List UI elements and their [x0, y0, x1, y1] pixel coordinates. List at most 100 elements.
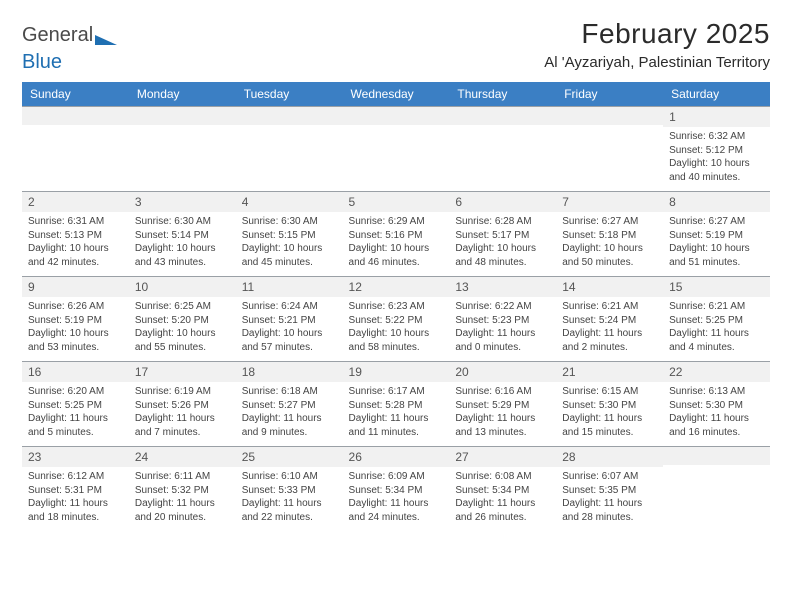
daylight-text: Daylight: 11 hours [349, 412, 444, 426]
daylight-text: Daylight: 10 hours [242, 327, 337, 341]
day-content: Sunrise: 6:19 AMSunset: 5:26 PMDaylight:… [135, 382, 230, 440]
day-cell: Sunrise: 6:18 AMSunset: 5:27 PMDaylight:… [236, 382, 343, 447]
daynum-cell: 11 [236, 277, 343, 298]
sunrise-text: Sunrise: 6:28 AM [455, 215, 550, 229]
sunset-text: Sunset: 5:30 PM [669, 399, 764, 413]
day-cell: Sunrise: 6:27 AMSunset: 5:19 PMDaylight:… [663, 212, 770, 277]
daynum-cell [556, 107, 663, 128]
daylight-text: Daylight: 11 hours [669, 412, 764, 426]
daynum-cell: 10 [129, 277, 236, 298]
daylight-text: Daylight: 11 hours [455, 497, 550, 511]
daylight-text: and 42 minutes. [28, 256, 123, 270]
day-cell [449, 127, 556, 192]
daylight-text: and 48 minutes. [455, 256, 550, 270]
daylight-text: Daylight: 10 hours [242, 242, 337, 256]
daylight-text: Daylight: 10 hours [669, 157, 764, 171]
day-cell: Sunrise: 6:21 AMSunset: 5:25 PMDaylight:… [663, 297, 770, 362]
daylight-text: Daylight: 10 hours [455, 242, 550, 256]
day-cell: Sunrise: 6:30 AMSunset: 5:14 PMDaylight:… [129, 212, 236, 277]
daylight-text: Daylight: 11 hours [669, 327, 764, 341]
daylight-text: Daylight: 11 hours [562, 497, 657, 511]
sunrise-text: Sunrise: 6:13 AM [669, 385, 764, 399]
day-number: 27 [449, 447, 556, 467]
sunset-text: Sunset: 5:26 PM [135, 399, 230, 413]
sunset-text: Sunset: 5:31 PM [28, 484, 123, 498]
day-cell: Sunrise: 6:32 AMSunset: 5:12 PMDaylight:… [663, 127, 770, 192]
day-content: Sunrise: 6:11 AMSunset: 5:32 PMDaylight:… [135, 467, 230, 525]
sunset-text: Sunset: 5:14 PM [135, 229, 230, 243]
day-cell [129, 127, 236, 192]
daynum-cell [663, 447, 770, 468]
day-number: 1 [663, 107, 770, 127]
daynum-cell: 20 [449, 362, 556, 383]
daynum-cell: 2 [22, 192, 129, 213]
daynum-cell [236, 107, 343, 128]
sunset-text: Sunset: 5:33 PM [242, 484, 337, 498]
day-number [129, 107, 236, 125]
sunset-text: Sunset: 5:34 PM [455, 484, 550, 498]
sunset-text: Sunset: 5:19 PM [28, 314, 123, 328]
month-title: February 2025 [544, 18, 770, 50]
sunrise-text: Sunrise: 6:29 AM [349, 215, 444, 229]
daylight-text: and 55 minutes. [135, 341, 230, 355]
weekday-header: Monday [129, 82, 236, 107]
content-row: Sunrise: 6:32 AMSunset: 5:12 PMDaylight:… [22, 127, 770, 192]
day-number: 10 [129, 277, 236, 297]
day-content: Sunrise: 6:17 AMSunset: 5:28 PMDaylight:… [349, 382, 444, 440]
day-content: Sunrise: 6:21 AMSunset: 5:24 PMDaylight:… [562, 297, 657, 355]
day-content: Sunrise: 6:32 AMSunset: 5:12 PMDaylight:… [669, 127, 764, 185]
daylight-text: and 0 minutes. [455, 341, 550, 355]
sunset-text: Sunset: 5:18 PM [562, 229, 657, 243]
day-number: 2 [22, 192, 129, 212]
day-cell: Sunrise: 6:27 AMSunset: 5:18 PMDaylight:… [556, 212, 663, 277]
day-content: Sunrise: 6:27 AMSunset: 5:18 PMDaylight:… [562, 212, 657, 270]
day-cell: Sunrise: 6:08 AMSunset: 5:34 PMDaylight:… [449, 467, 556, 531]
day-content: Sunrise: 6:09 AMSunset: 5:34 PMDaylight:… [349, 467, 444, 525]
day-content: Sunrise: 6:26 AMSunset: 5:19 PMDaylight:… [28, 297, 123, 355]
daylight-text: and 57 minutes. [242, 341, 337, 355]
daylight-text: Daylight: 10 hours [135, 327, 230, 341]
daylight-text: and 7 minutes. [135, 426, 230, 440]
daylight-text: and 4 minutes. [669, 341, 764, 355]
daynum-cell: 16 [22, 362, 129, 383]
daylight-text: Daylight: 10 hours [349, 242, 444, 256]
weekday-header-row: Sunday Monday Tuesday Wednesday Thursday… [22, 82, 770, 107]
daynum-cell: 19 [343, 362, 450, 383]
daynum-cell: 1 [663, 107, 770, 128]
day-cell: Sunrise: 6:11 AMSunset: 5:32 PMDaylight:… [129, 467, 236, 531]
day-number: 19 [343, 362, 450, 382]
sunrise-text: Sunrise: 6:17 AM [349, 385, 444, 399]
day-content: Sunrise: 6:08 AMSunset: 5:34 PMDaylight:… [455, 467, 550, 525]
daylight-text: and 51 minutes. [669, 256, 764, 270]
day-number: 5 [343, 192, 450, 212]
day-cell [556, 127, 663, 192]
sunrise-text: Sunrise: 6:23 AM [349, 300, 444, 314]
day-number [663, 447, 770, 465]
day-number: 3 [129, 192, 236, 212]
day-cell: Sunrise: 6:29 AMSunset: 5:16 PMDaylight:… [343, 212, 450, 277]
weekday-header: Sunday [22, 82, 129, 107]
day-cell: Sunrise: 6:25 AMSunset: 5:20 PMDaylight:… [129, 297, 236, 362]
sunrise-text: Sunrise: 6:07 AM [562, 470, 657, 484]
sunset-text: Sunset: 5:27 PM [242, 399, 337, 413]
day-number: 18 [236, 362, 343, 382]
sunset-text: Sunset: 5:30 PM [562, 399, 657, 413]
daylight-text: and 20 minutes. [135, 511, 230, 525]
title-block: February 2025 Al 'Ayzariyah, Palestinian… [544, 18, 770, 71]
day-number: 12 [343, 277, 450, 297]
daylight-text: Daylight: 11 hours [455, 412, 550, 426]
daylight-text: and 28 minutes. [562, 511, 657, 525]
sunrise-text: Sunrise: 6:12 AM [28, 470, 123, 484]
day-cell: Sunrise: 6:23 AMSunset: 5:22 PMDaylight:… [343, 297, 450, 362]
daylight-text: and 43 minutes. [135, 256, 230, 270]
day-content [669, 467, 764, 525]
day-content: Sunrise: 6:27 AMSunset: 5:19 PMDaylight:… [669, 212, 764, 270]
sunrise-text: Sunrise: 6:16 AM [455, 385, 550, 399]
day-number: 17 [129, 362, 236, 382]
daynum-cell: 17 [129, 362, 236, 383]
daynum-cell [22, 107, 129, 128]
day-number [343, 107, 450, 125]
daylight-text: and 45 minutes. [242, 256, 337, 270]
content-row: Sunrise: 6:26 AMSunset: 5:19 PMDaylight:… [22, 297, 770, 362]
day-number: 16 [22, 362, 129, 382]
